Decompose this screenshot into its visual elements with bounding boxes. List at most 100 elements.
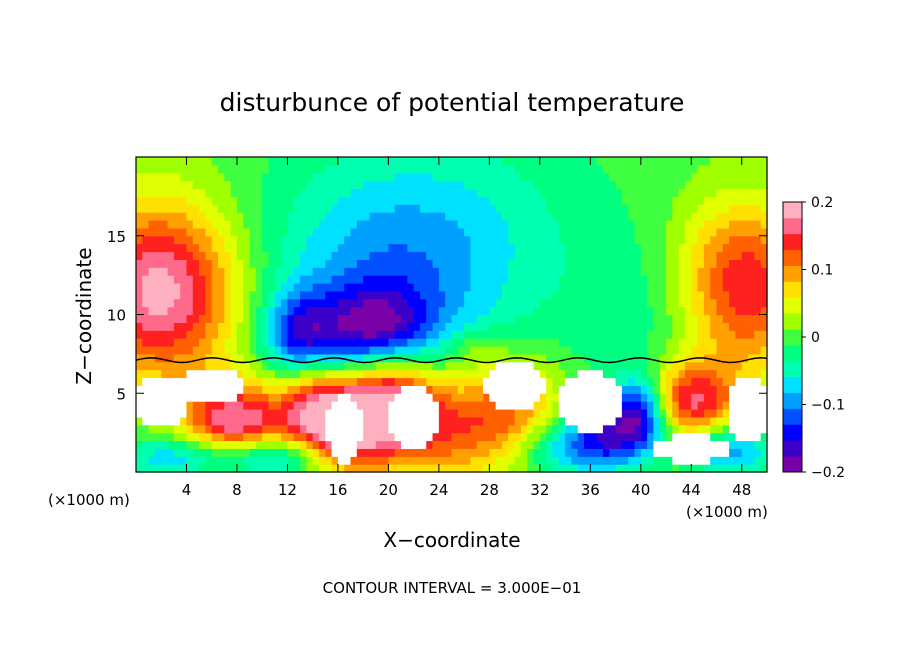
heatmap-cell bbox=[741, 416, 749, 426]
heatmap-cell bbox=[426, 369, 434, 379]
heatmap-cell bbox=[703, 275, 711, 284]
heatmap-cell bbox=[325, 330, 333, 339]
heatmap-cell bbox=[161, 393, 169, 402]
heatmap-cell bbox=[571, 243, 579, 253]
heatmap-cell bbox=[262, 275, 270, 284]
heatmap-cell bbox=[552, 275, 560, 284]
heatmap-cell bbox=[356, 157, 364, 166]
heatmap-cell bbox=[136, 353, 143, 363]
heatmap-cell bbox=[318, 212, 326, 221]
heatmap-cell bbox=[628, 227, 636, 237]
heatmap-cell bbox=[760, 164, 768, 174]
heatmap-cell bbox=[678, 164, 686, 174]
heatmap-cell bbox=[401, 361, 408, 371]
heatmap-cell bbox=[722, 432, 730, 442]
heatmap-cell bbox=[401, 220, 408, 229]
heatmap-cell bbox=[464, 212, 472, 221]
heatmap-cell bbox=[552, 196, 560, 205]
heatmap-cell bbox=[394, 283, 402, 292]
heatmap-cell bbox=[432, 338, 440, 347]
heatmap-cell bbox=[337, 283, 345, 292]
heatmap-cell bbox=[325, 180, 333, 190]
heatmap-cell bbox=[325, 172, 333, 182]
heatmap-cell bbox=[748, 401, 755, 410]
heatmap-cell bbox=[243, 259, 251, 268]
heatmap-cell bbox=[192, 243, 200, 253]
heatmap-cell bbox=[457, 196, 465, 205]
heatmap-cell bbox=[508, 456, 516, 465]
heatmap-cell bbox=[621, 235, 629, 245]
heatmap-cell bbox=[697, 267, 705, 276]
heatmap-cell bbox=[716, 448, 724, 457]
heatmap-cell bbox=[640, 172, 648, 182]
heatmap-cell bbox=[211, 227, 219, 237]
heatmap-cell bbox=[236, 456, 244, 465]
heatmap-cell bbox=[325, 401, 333, 410]
heatmap-cell bbox=[722, 298, 730, 308]
heatmap-cell bbox=[438, 330, 446, 339]
heatmap-cell bbox=[375, 361, 383, 371]
heatmap-cell bbox=[684, 456, 692, 465]
heatmap-cell bbox=[754, 464, 762, 473]
heatmap-cell bbox=[647, 464, 655, 473]
heatmap-cell bbox=[647, 283, 655, 292]
heatmap-cell bbox=[224, 298, 232, 308]
heatmap-cell bbox=[501, 227, 509, 237]
heatmap-cell bbox=[501, 172, 509, 182]
heatmap-cell bbox=[722, 283, 730, 292]
heatmap-cell bbox=[173, 377, 181, 386]
heatmap-cell bbox=[464, 172, 472, 182]
heatmap-cell bbox=[609, 432, 617, 442]
heatmap-cell bbox=[243, 298, 251, 308]
heatmap-cell bbox=[716, 322, 724, 331]
heatmap-cell bbox=[331, 416, 339, 426]
heatmap-cell bbox=[413, 204, 421, 213]
heatmap-cell bbox=[552, 283, 560, 292]
heatmap-cell bbox=[571, 251, 579, 260]
heatmap-cell bbox=[729, 188, 737, 197]
heatmap-cell bbox=[514, 346, 522, 355]
heatmap-cell bbox=[192, 290, 200, 300]
heatmap-cell bbox=[495, 251, 503, 260]
heatmap-cell bbox=[476, 314, 484, 323]
heatmap-cell bbox=[274, 361, 282, 371]
heatmap-cell bbox=[401, 243, 408, 253]
heatmap-cell bbox=[729, 251, 737, 260]
heatmap-cell bbox=[748, 369, 755, 379]
heatmap-cell bbox=[236, 393, 244, 402]
heatmap-cell bbox=[243, 432, 251, 442]
heatmap-cell bbox=[508, 338, 516, 347]
heatmap-cell bbox=[287, 346, 295, 355]
heatmap-cell bbox=[199, 298, 207, 308]
heatmap-cell bbox=[375, 409, 383, 418]
heatmap-cell bbox=[552, 401, 560, 410]
heatmap-cell bbox=[243, 338, 251, 347]
heatmap-cell bbox=[312, 164, 320, 174]
heatmap-cell bbox=[344, 314, 352, 323]
heatmap-cell bbox=[735, 361, 743, 371]
heatmap-cell bbox=[489, 369, 497, 379]
heatmap-cell bbox=[274, 424, 282, 434]
heatmap-cell bbox=[716, 377, 724, 386]
heatmap-cell bbox=[142, 346, 150, 355]
heatmap-cell bbox=[218, 290, 225, 300]
heatmap-cell bbox=[211, 212, 219, 221]
heatmap-cell bbox=[199, 251, 207, 260]
heatmap-cell bbox=[634, 456, 642, 465]
heatmap-cell bbox=[136, 432, 143, 442]
heatmap-cell bbox=[584, 416, 591, 426]
heatmap-cell bbox=[546, 298, 554, 308]
heatmap-cell bbox=[274, 298, 282, 308]
heatmap-cell bbox=[142, 322, 150, 331]
heatmap-cell bbox=[369, 401, 377, 410]
heatmap-cell bbox=[678, 440, 686, 449]
heatmap-cell bbox=[754, 448, 762, 457]
heatmap-cell bbox=[287, 338, 295, 347]
heatmap-cell bbox=[678, 180, 686, 190]
heatmap-cell bbox=[281, 275, 289, 284]
heatmap-cell bbox=[432, 424, 440, 434]
heatmap-cell bbox=[464, 227, 472, 237]
heatmap-cell bbox=[274, 401, 282, 410]
heatmap-cell bbox=[180, 212, 188, 221]
heatmap-cell bbox=[760, 377, 768, 386]
